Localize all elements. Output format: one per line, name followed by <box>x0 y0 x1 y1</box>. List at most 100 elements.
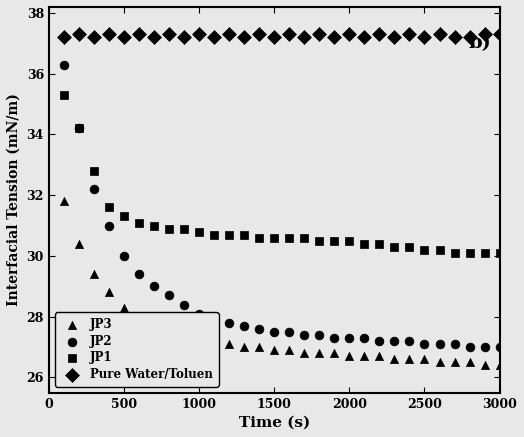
JP1 <box>300 234 309 241</box>
JP3 <box>255 343 264 350</box>
Legend: JP3, JP2, JP1, Pure Water/Toluen: JP3, JP2, JP1, Pure Water/Toluen <box>54 312 219 387</box>
JP3 <box>360 353 368 360</box>
JP1 <box>435 246 444 253</box>
JP1 <box>74 125 83 132</box>
Pure Water/Toluen <box>315 31 323 38</box>
JP3 <box>345 353 354 360</box>
JP3 <box>300 350 309 357</box>
JP2 <box>60 61 68 68</box>
JP1 <box>315 237 323 244</box>
Pure Water/Toluen <box>375 31 384 38</box>
JP3 <box>450 359 458 366</box>
Pure Water/Toluen <box>165 31 173 38</box>
JP2 <box>180 301 188 308</box>
JP2 <box>255 326 264 333</box>
Pure Water/Toluen <box>105 31 113 38</box>
JP2 <box>481 343 489 350</box>
JP2 <box>285 328 293 335</box>
JP2 <box>210 316 219 323</box>
JP1 <box>150 222 158 229</box>
JP1 <box>495 250 504 257</box>
JP1 <box>105 204 113 211</box>
Pure Water/Toluen <box>465 34 474 41</box>
JP3 <box>315 350 323 357</box>
Pure Water/Toluen <box>210 34 219 41</box>
JP2 <box>495 343 504 350</box>
JP1 <box>210 231 219 238</box>
JP3 <box>195 334 203 341</box>
JP1 <box>285 234 293 241</box>
JP3 <box>60 198 68 205</box>
JP1 <box>119 213 128 220</box>
JP1 <box>135 219 143 226</box>
JP3 <box>390 356 399 363</box>
JP2 <box>435 340 444 347</box>
X-axis label: Time (s): Time (s) <box>238 416 310 430</box>
JP3 <box>225 340 233 347</box>
JP1 <box>465 250 474 257</box>
JP3 <box>210 337 219 344</box>
JP2 <box>420 340 429 347</box>
JP3 <box>165 326 173 333</box>
JP2 <box>330 334 339 341</box>
JP1 <box>225 231 233 238</box>
JP3 <box>481 362 489 369</box>
JP3 <box>150 319 158 326</box>
JP2 <box>450 340 458 347</box>
Pure Water/Toluen <box>119 34 128 41</box>
JP1 <box>195 228 203 235</box>
JP2 <box>360 334 368 341</box>
Pure Water/Toluen <box>225 31 233 38</box>
Pure Water/Toluen <box>435 31 444 38</box>
Pure Water/Toluen <box>90 34 98 41</box>
Pure Water/Toluen <box>450 34 458 41</box>
JP2 <box>225 319 233 326</box>
JP3 <box>270 347 278 354</box>
JP3 <box>405 356 413 363</box>
Pure Water/Toluen <box>60 34 68 41</box>
JP2 <box>315 331 323 338</box>
JP3 <box>285 347 293 354</box>
JP3 <box>495 362 504 369</box>
Pure Water/Toluen <box>195 31 203 38</box>
JP2 <box>345 334 354 341</box>
JP1 <box>90 167 98 174</box>
JP1 <box>255 234 264 241</box>
JP3 <box>90 271 98 277</box>
JP2 <box>90 186 98 193</box>
Pure Water/Toluen <box>74 31 83 38</box>
JP3 <box>435 359 444 366</box>
JP3 <box>420 356 429 363</box>
JP1 <box>481 250 489 257</box>
Pure Water/Toluen <box>360 34 368 41</box>
JP2 <box>300 331 309 338</box>
Pure Water/Toluen <box>481 31 489 38</box>
JP1 <box>450 250 458 257</box>
JP2 <box>240 323 248 329</box>
Pure Water/Toluen <box>150 34 158 41</box>
Pure Water/Toluen <box>420 34 429 41</box>
Pure Water/Toluen <box>300 34 309 41</box>
Pure Water/Toluen <box>345 31 354 38</box>
JP2 <box>119 253 128 260</box>
JP3 <box>180 328 188 335</box>
Pure Water/Toluen <box>255 31 264 38</box>
JP1 <box>360 240 368 247</box>
JP2 <box>405 337 413 344</box>
JP1 <box>345 237 354 244</box>
JP2 <box>390 337 399 344</box>
JP3 <box>74 240 83 247</box>
Pure Water/Toluen <box>240 34 248 41</box>
JP3 <box>330 350 339 357</box>
Pure Water/Toluen <box>180 34 188 41</box>
JP2 <box>150 283 158 290</box>
Pure Water/Toluen <box>270 34 278 41</box>
JP2 <box>74 125 83 132</box>
Pure Water/Toluen <box>495 31 504 38</box>
JP3 <box>105 289 113 296</box>
Y-axis label: Interfacial Tension (mN/m): Interfacial Tension (mN/m) <box>7 94 21 306</box>
Pure Water/Toluen <box>330 34 339 41</box>
JP3 <box>240 343 248 350</box>
JP1 <box>375 240 384 247</box>
JP1 <box>60 91 68 98</box>
